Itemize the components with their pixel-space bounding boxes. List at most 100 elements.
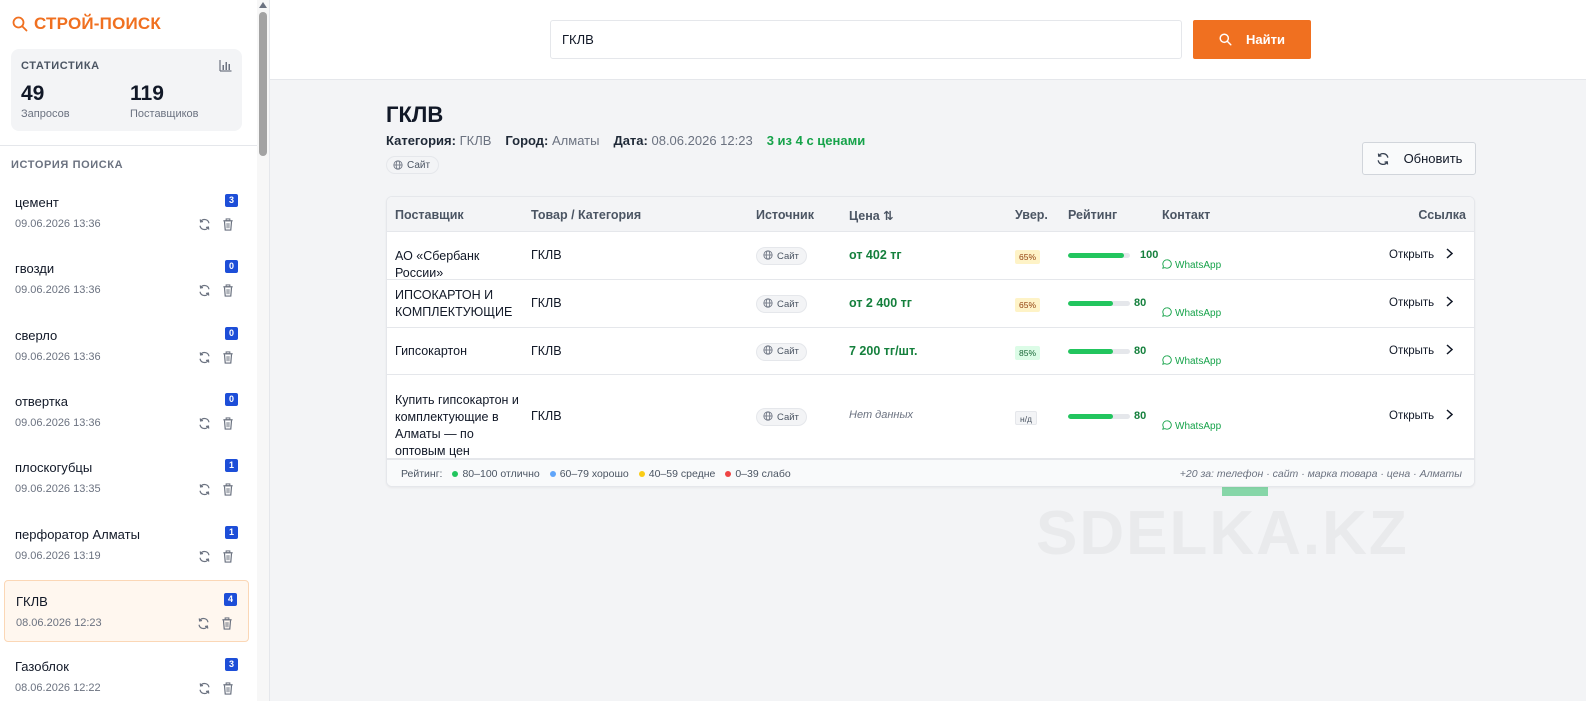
- rating-bar: [1068, 348, 1130, 354]
- meta-date: Дата: 08.06.2026 12:23: [613, 133, 752, 148]
- history-item[interactable]: сверло 09.06.2026 13:36 0: [4, 315, 249, 377]
- open-link-label: Открыть: [1389, 297, 1435, 309]
- history-count-badge: 3: [225, 194, 238, 207]
- refresh-icon[interactable]: [198, 483, 211, 501]
- history-count-badge: 3: [225, 658, 238, 672]
- refresh-icon[interactable]: [198, 682, 211, 700]
- scroll-thumb[interactable]: [259, 12, 267, 156]
- refresh-icon[interactable]: [198, 351, 211, 369]
- refresh-button-label: Обновить: [1403, 151, 1463, 166]
- green-dot-icon: [452, 471, 459, 477]
- stats-card: СТАТИСТИКА 49 Запросов 119 Поставщиков: [11, 49, 242, 131]
- refresh-icon[interactable]: [198, 218, 211, 236]
- search-icon: [1219, 33, 1232, 46]
- history-item[interactable]: цемент 09.06.2026 13:36 3: [4, 182, 249, 244]
- price: от 2 400 тг: [849, 296, 913, 310]
- history-item[interactable]: гвозди 09.06.2026 13:36 0: [4, 248, 249, 310]
- meta-date-value: 08.06.2026 12:23: [651, 133, 753, 148]
- rating-bar: [1068, 414, 1130, 419]
- history-item[interactable]: плоскогубцы 09.06.2026 13:35 1: [4, 447, 249, 509]
- search-button[interactable]: Найти: [1193, 20, 1311, 59]
- meta-city-label: Город:: [505, 133, 549, 148]
- legend-excellent-text: 80–100 отлично: [462, 468, 540, 480]
- open-link[interactable]: Открыть: [1389, 343, 1454, 358]
- price-summary: 3 из 4 с ценами: [766, 133, 866, 148]
- trash-icon[interactable]: [221, 617, 233, 635]
- history-date: 09.06.2026 13:36: [15, 284, 101, 297]
- meta-category-label: Категория:: [386, 133, 456, 148]
- trash-icon[interactable]: [222, 549, 234, 568]
- red-dot-icon: [725, 471, 732, 477]
- brand-label: СТРОЙ-ПОИСК: [34, 14, 161, 33]
- trash-icon[interactable]: [222, 483, 234, 501]
- whatsapp-link[interactable]: WhatsApp: [1162, 307, 1221, 320]
- whatsapp-label: WhatsApp: [1175, 355, 1222, 367]
- trash-icon[interactable]: [222, 417, 234, 435]
- stat-suppliers-label: Поставщиков: [130, 108, 199, 120]
- rating-value: 80: [1134, 410, 1147, 422]
- history-item[interactable]: отвертка 09.06.2026 13:36 0: [4, 381, 249, 443]
- history-item[interactable]: перфоратор Алматы 09.06.2026 13:19 1: [4, 514, 249, 576]
- yellow-dot-icon: [638, 471, 645, 477]
- globe-icon: [393, 160, 403, 170]
- chevron-right-icon: [1446, 248, 1454, 262]
- supplier-name: Купить гипсокартон и комплектующие в Алм…: [395, 392, 519, 458]
- chevron-right-icon: [1446, 296, 1454, 310]
- whatsapp-link[interactable]: WhatsApp: [1162, 354, 1222, 368]
- chevron-right-icon: [1446, 409, 1454, 423]
- chevron-right-icon: [1446, 343, 1454, 358]
- legend-excellent: 80–100 отлично: [452, 468, 540, 480]
- refresh-icon[interactable]: [198, 284, 211, 302]
- refresh-icon[interactable]: [198, 550, 211, 568]
- product-category: ГКЛВ: [531, 296, 562, 310]
- open-link[interactable]: Открыть: [1389, 248, 1454, 262]
- price: от 402 тг: [849, 248, 902, 262]
- legend-items: Рейтинг: 80–100 отлично 60–79 хорошо 40–…: [401, 468, 791, 480]
- whatsapp-link[interactable]: WhatsApp: [1162, 259, 1221, 272]
- table-row: Гипсокартон ГКЛВ Сайт 7 200 тг/шт. 85% 80 What…: [387, 328, 1474, 375]
- whatsapp-icon: [1162, 354, 1172, 368]
- open-link[interactable]: Открыть: [1389, 296, 1454, 310]
- refresh-icon[interactable]: [198, 417, 211, 435]
- stat-requests-label: Запросов: [21, 108, 70, 120]
- legend-weak-text: 0–39 слабо: [735, 468, 791, 480]
- brand[interactable]: СТРОЙ-ПОИСК: [12, 14, 161, 34]
- scroll-up-arrow-icon[interactable]: [259, 2, 267, 8]
- trash-icon[interactable]: [222, 682, 234, 700]
- sidebar: СТРОЙ-ПОИСК СТАТИСТИКА 49 Запросов 119 П…: [0, 0, 270, 701]
- legend-good: 60–79 хорошо: [549, 468, 629, 480]
- table-row: Купить гипсокартон и комплектующие в Алм…: [387, 375, 1474, 459]
- rating-legend: Рейтинг: 80–100 отлично 60–79 хорошо 40–…: [387, 459, 1474, 486]
- open-link[interactable]: Открыть: [1389, 409, 1454, 423]
- history-date: 09.06.2026 13:36: [15, 218, 101, 230]
- watermark: SDELKA.KZ: [1036, 499, 1409, 568]
- refresh-icon[interactable]: [197, 617, 210, 635]
- refresh-button[interactable]: Обновить: [1362, 142, 1476, 175]
- history-query: ГКЛВ: [16, 593, 48, 609]
- source-filter-chip[interactable]: Сайт: [386, 156, 440, 174]
- rating-fill: [1068, 348, 1113, 354]
- product-category: ГКЛВ: [531, 409, 562, 423]
- legend-weak: 0–39 слабо: [725, 468, 791, 480]
- table-row: ИПСОКАРТОН И КОМПЛЕКТУЮЩИЕ ГКЛВ Сайт от 2 4…: [387, 280, 1474, 328]
- history-query: отвертка: [15, 393, 68, 409]
- stat-suppliers-value: 119: [130, 82, 164, 105]
- trash-icon[interactable]: [222, 351, 234, 369]
- history-count-badge: 1: [225, 459, 238, 473]
- history-item[interactable]: ГКЛВ 08.06.2026 12:23 4: [4, 579, 249, 642]
- sidebar-scrollbar[interactable]: [257, 0, 269, 701]
- source-label: Сайт: [777, 298, 799, 310]
- source-chip-label: Сайт: [407, 159, 431, 171]
- legend-label: Рейтинг:: [401, 468, 443, 480]
- history-date: 09.06.2026 13:35: [15, 483, 101, 496]
- history-item[interactable]: Газоблок 08.06.2026 12:22 3: [4, 646, 249, 701]
- whatsapp-link[interactable]: WhatsApp: [1162, 420, 1221, 433]
- trash-icon[interactable]: [222, 284, 234, 302]
- column-header-price-sort[interactable]: Цена ⇅: [849, 209, 894, 223]
- product-category: ГКЛВ: [531, 343, 562, 358]
- source-pill: Сайт: [756, 342, 807, 361]
- globe-icon: [763, 249, 773, 263]
- trash-icon[interactable]: [222, 218, 234, 236]
- legend-average-text: 40–59 средне: [648, 468, 716, 480]
- search-input[interactable]: [550, 20, 1182, 59]
